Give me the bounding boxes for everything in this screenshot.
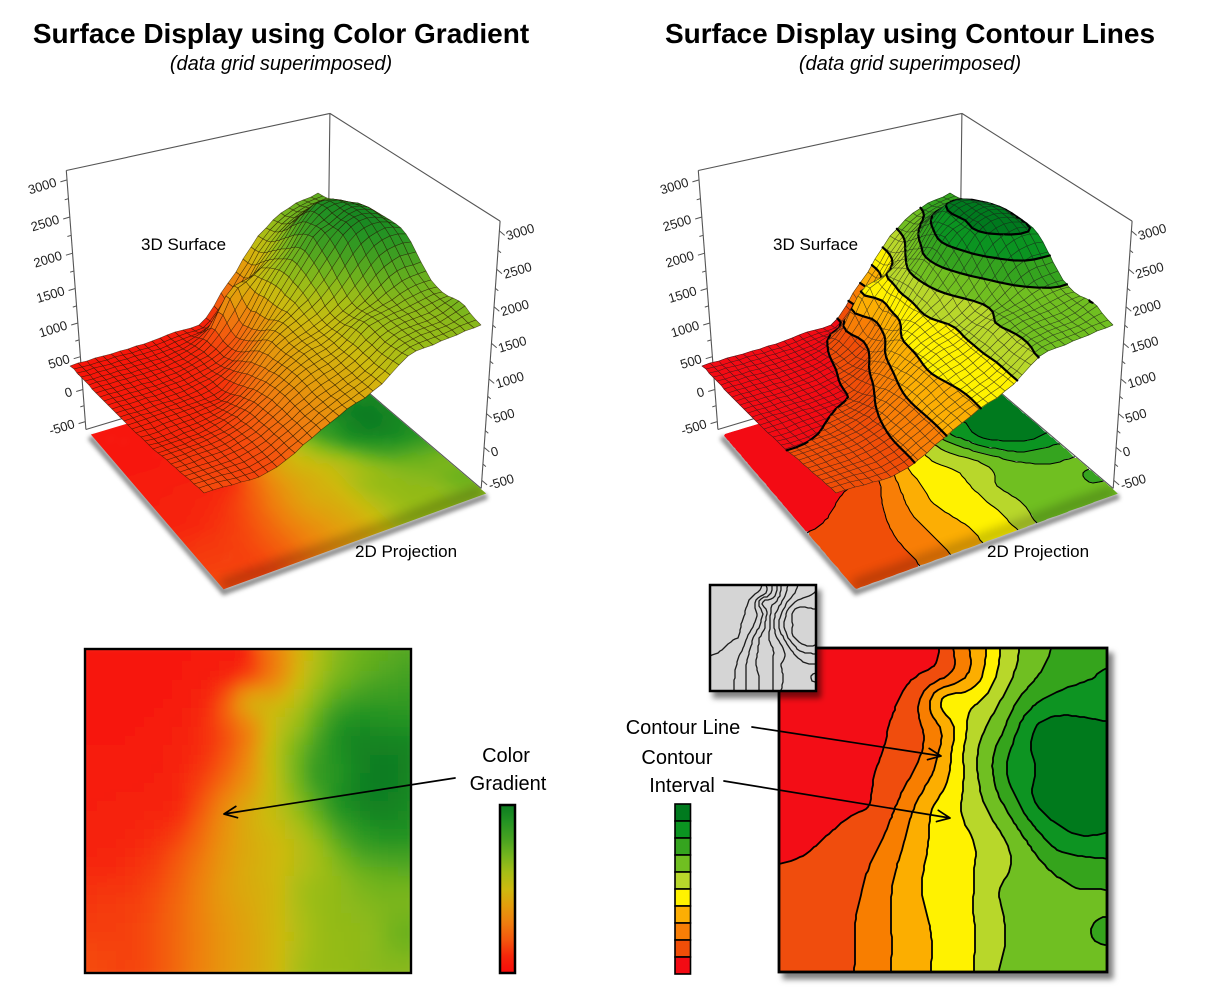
svg-text:2D Projection: 2D Projection [355,542,457,561]
svg-text:-500: -500 [679,416,708,438]
svg-text:Contour Line: Contour Line [626,717,741,739]
svg-text:3D Surface: 3D Surface [141,235,226,254]
svg-text:500: 500 [678,351,703,372]
svg-text:3D Surface: 3D Surface [773,235,858,254]
svg-text:Surface Display using Color Gr: Surface Display using Color Gradient [33,18,529,49]
svg-text:0: 0 [695,384,706,400]
svg-text:0: 0 [63,384,74,400]
svg-text:Gradient: Gradient [470,773,547,795]
svg-text:0: 0 [1121,443,1132,459]
svg-text:(data grid superimposed): (data grid superimposed) [170,53,392,75]
svg-text:Color: Color [482,745,530,767]
svg-text:500: 500 [46,351,71,372]
svg-text:500: 500 [491,405,516,426]
svg-text:(data grid superimposed): (data grid superimposed) [799,53,1021,75]
svg-text:Contour: Contour [641,747,712,769]
svg-text:Interval: Interval [649,775,715,797]
svg-text:-500: -500 [487,471,516,493]
svg-text:2D Projection: 2D Projection [987,542,1089,561]
svg-text:-500: -500 [1119,471,1148,493]
svg-text:0: 0 [489,443,500,459]
svg-text:Surface Display using Contour: Surface Display using Contour Lines [665,18,1155,49]
svg-text:500: 500 [1123,405,1148,426]
svg-text:-500: -500 [47,416,76,438]
